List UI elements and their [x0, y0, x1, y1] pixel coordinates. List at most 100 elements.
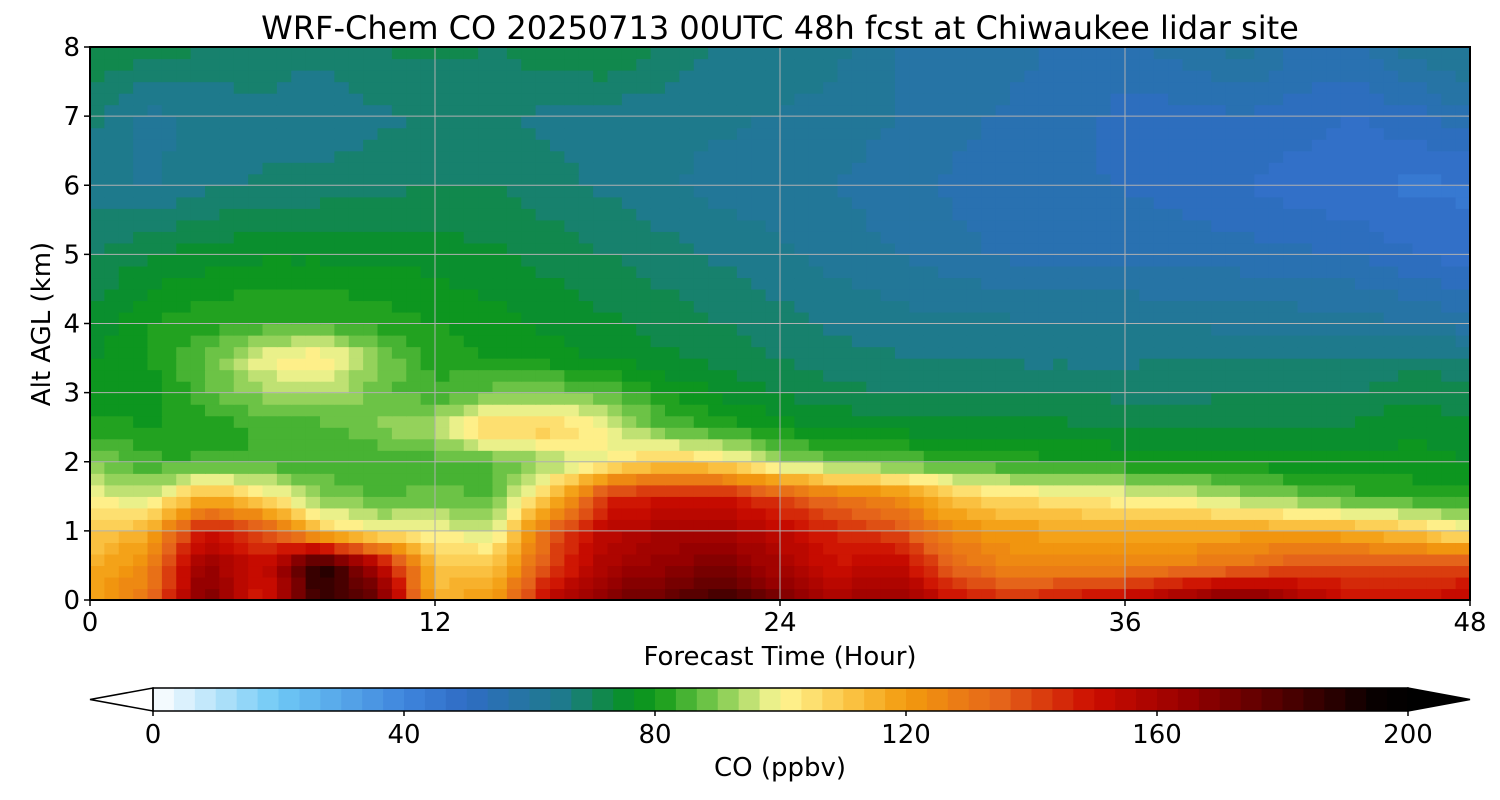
heatmap-cell [334, 496, 350, 509]
y-tick-label: 6 [63, 171, 80, 201]
heatmap-cell [1311, 162, 1327, 175]
heatmap-cell [1426, 185, 1442, 198]
heatmap-cell [736, 553, 752, 567]
heatmap-cell [794, 116, 810, 129]
heatmap-cell [938, 311, 954, 325]
heatmap-cell [593, 277, 609, 290]
heatmap-cell [736, 392, 752, 405]
heatmap-cell [1168, 277, 1184, 290]
heatmap-cell [90, 219, 105, 232]
heatmap-cell [1240, 381, 1255, 394]
heatmap-cell [219, 496, 235, 509]
heatmap-cell [1383, 116, 1399, 129]
heatmap-cell [1254, 369, 1270, 382]
heatmap-cell [564, 507, 580, 520]
heatmap-cell [205, 196, 220, 209]
heatmap-cell [363, 542, 379, 555]
heatmap-cell [535, 116, 551, 129]
heatmap-cell [1441, 196, 1457, 209]
heatmap-cell [420, 484, 436, 497]
heatmap-cell [823, 254, 839, 267]
heatmap-cell [233, 254, 249, 267]
heatmap-cell [1340, 277, 1356, 290]
heatmap-cell [621, 530, 637, 543]
heatmap-cell [1355, 265, 1370, 279]
heatmap-cell [1455, 427, 1470, 440]
heatmap-cell [1053, 450, 1069, 463]
heatmap-cell [923, 300, 939, 313]
heatmap-cell [176, 254, 192, 267]
heatmap-cell [147, 553, 163, 567]
heatmap-cell [621, 265, 637, 279]
heatmap-cell [550, 553, 565, 567]
heatmap-cell [765, 473, 781, 486]
heatmap-cell [650, 150, 666, 163]
heatmap-cell [837, 530, 853, 543]
heatmap-cell [866, 427, 882, 440]
heatmap-cell [966, 300, 982, 313]
heatmap-cell [1283, 185, 1299, 198]
heatmap-cell [636, 70, 652, 83]
heatmap-cell [938, 93, 954, 106]
heatmap-cell [161, 116, 177, 129]
heatmap-cell [550, 369, 565, 382]
heatmap-cell [995, 127, 1011, 140]
heatmap-cell [650, 116, 666, 129]
heatmap-cell [1110, 173, 1126, 186]
heatmap-cell [1125, 150, 1140, 163]
heatmap-cell [909, 81, 925, 94]
heatmap-cell [981, 427, 997, 440]
heatmap-cell [665, 311, 680, 325]
heatmap-cell [665, 196, 680, 209]
heatmap-cell [665, 277, 680, 290]
heatmap-cell [133, 542, 149, 555]
heatmap-cell [909, 450, 925, 463]
heatmap-cell [176, 311, 192, 325]
heatmap-cell [650, 219, 666, 232]
heatmap-cell [736, 473, 752, 486]
heatmap-cell [276, 553, 292, 567]
heatmap-cell [794, 415, 810, 428]
heatmap-cell [1182, 93, 1198, 106]
heatmap-cell [449, 81, 465, 94]
heatmap-cell [1254, 277, 1270, 290]
heatmap-cell [506, 496, 522, 509]
heatmap-cell [305, 404, 321, 417]
heatmap-cell [550, 173, 565, 186]
heatmap-cell [1196, 542, 1212, 555]
heatmap-cell [161, 588, 177, 600]
heatmap-cell [521, 496, 537, 509]
heatmap-cell [621, 288, 637, 302]
heatmap-cell [118, 139, 134, 152]
heatmap-cell [938, 150, 954, 163]
heatmap-cell [1211, 461, 1227, 474]
heatmap-cell [765, 277, 781, 290]
heatmap-cell [1139, 185, 1155, 198]
heatmap-cell [808, 473, 824, 486]
heatmap-cell [1268, 473, 1284, 486]
heatmap-cell [1096, 461, 1112, 474]
heatmap-cell [449, 70, 465, 83]
heatmap-cell [90, 70, 105, 83]
heatmap-cell [1153, 104, 1169, 117]
heatmap-cell [334, 139, 350, 152]
heatmap-cell [1412, 300, 1428, 313]
heatmap-cell [765, 404, 781, 417]
heatmap-cell [607, 427, 623, 440]
heatmap-cell [1211, 496, 1227, 509]
heatmap-cell [895, 288, 910, 302]
colorbar-tick-label: 0 [145, 720, 162, 750]
heatmap-cell [966, 231, 982, 244]
heatmap-cell [1311, 81, 1327, 94]
heatmap-cell [1455, 392, 1470, 405]
heatmap-cell [1153, 346, 1169, 359]
heatmap-cell [708, 450, 724, 463]
heatmap-cell [880, 461, 896, 474]
colorbar-segment [780, 688, 802, 711]
heatmap-cell [1326, 565, 1342, 578]
heatmap-cell [1283, 288, 1299, 302]
heatmap-cell [808, 346, 824, 359]
heatmap-cell [205, 104, 220, 117]
heatmap-cell [305, 427, 321, 440]
heatmap-cell [780, 185, 795, 198]
